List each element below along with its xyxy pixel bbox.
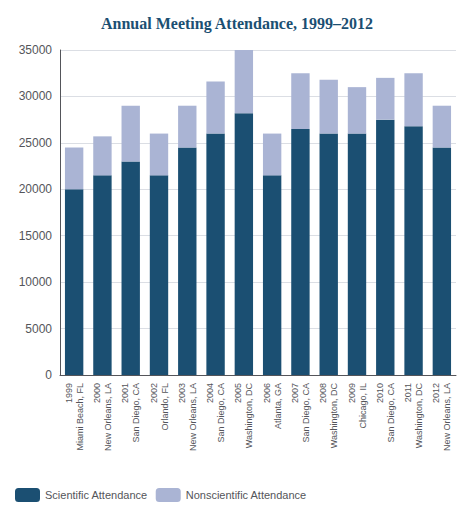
svg-text:35000: 35000 [19, 43, 53, 57]
svg-text:2002: 2002 [149, 383, 159, 403]
svg-text:2008: 2008 [318, 383, 328, 403]
svg-text:San Diego, CA: San Diego, CA [301, 383, 311, 443]
svg-text:San Diego, CA: San Diego, CA [386, 383, 396, 443]
svg-text:5000: 5000 [25, 322, 52, 336]
svg-text:25000: 25000 [19, 136, 53, 150]
svg-text:Miami Beach, FL: Miami Beach, FL [75, 383, 85, 451]
svg-text:2001: 2001 [120, 383, 130, 403]
svg-text:2012: 2012 [431, 383, 441, 403]
svg-text:2003: 2003 [177, 383, 187, 403]
svg-text:2009: 2009 [347, 383, 357, 403]
svg-text:New Orleans, LA: New Orleans, LA [442, 383, 452, 451]
svg-text:New Orleans, LA: New Orleans, LA [188, 383, 198, 451]
svg-text:2000: 2000 [92, 383, 102, 403]
svg-text:2006: 2006 [262, 383, 272, 403]
svg-text:15000: 15000 [19, 229, 53, 243]
svg-text:Washington, DC: Washington, DC [329, 383, 339, 449]
svg-text:30000: 30000 [19, 89, 53, 103]
svg-text:Atlanta, GA: Atlanta, GA [273, 383, 283, 429]
svg-text:Annual Meeting Attendance, 199: Annual Meeting Attendance, 1999–2012 [101, 15, 373, 33]
svg-text:0: 0 [45, 368, 52, 382]
svg-text:2010: 2010 [375, 383, 385, 403]
svg-text:Washington, DC: Washington, DC [414, 383, 424, 449]
svg-text:New Orleans, LA: New Orleans, LA [103, 383, 113, 451]
svg-text:20000: 20000 [19, 182, 53, 196]
svg-text:10000: 10000 [19, 275, 53, 289]
svg-text:1999: 1999 [64, 383, 74, 403]
svg-text:San Diego, CA: San Diego, CA [216, 383, 226, 443]
svg-text:Scientific Attendance: Scientific Attendance [45, 489, 147, 501]
svg-text:2005: 2005 [233, 383, 243, 403]
svg-text:2007: 2007 [290, 383, 300, 403]
svg-text:Orlando, FL: Orlando, FL [160, 383, 170, 431]
svg-text:2011: 2011 [403, 383, 413, 402]
svg-text:Washington, DC: Washington, DC [244, 383, 254, 449]
svg-text:Nonscientific Attendance: Nonscientific Attendance [186, 489, 306, 501]
svg-text:Chicago, IL: Chicago, IL [358, 383, 368, 429]
svg-text:2004: 2004 [205, 383, 215, 403]
svg-text:San Diego, CA: San Diego, CA [131, 383, 141, 443]
